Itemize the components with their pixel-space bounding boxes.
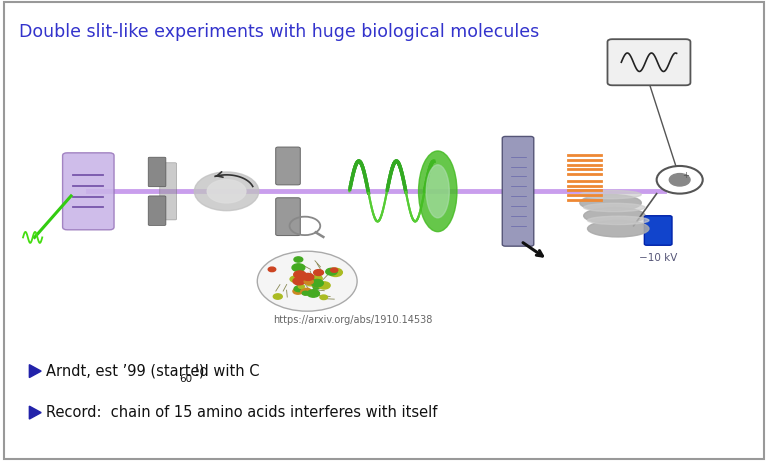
Circle shape [194, 172, 259, 211]
Circle shape [304, 279, 313, 284]
Circle shape [329, 268, 343, 277]
Polygon shape [29, 365, 41, 378]
FancyBboxPatch shape [160, 163, 177, 220]
Text: Record:  chain of 15 amino acids interferes with itself: Record: chain of 15 amino acids interfer… [46, 405, 438, 420]
Text: +: + [683, 171, 689, 180]
Circle shape [293, 271, 306, 278]
Circle shape [290, 276, 300, 282]
Circle shape [294, 257, 303, 262]
FancyBboxPatch shape [276, 198, 300, 236]
Circle shape [305, 277, 314, 282]
Ellipse shape [588, 220, 649, 237]
Circle shape [293, 288, 303, 294]
FancyBboxPatch shape [502, 136, 534, 246]
FancyBboxPatch shape [62, 153, 114, 230]
Circle shape [657, 166, 703, 194]
Polygon shape [29, 406, 41, 419]
FancyBboxPatch shape [148, 196, 166, 225]
Circle shape [298, 285, 304, 289]
FancyBboxPatch shape [644, 216, 672, 245]
Circle shape [312, 275, 323, 281]
Circle shape [311, 279, 323, 287]
Circle shape [302, 273, 314, 280]
Circle shape [310, 279, 323, 287]
Ellipse shape [426, 165, 449, 218]
Text: Arndt, est ’99 (started with C: Arndt, est ’99 (started with C [46, 364, 260, 378]
Text: !): !) [194, 364, 205, 378]
Circle shape [307, 282, 313, 286]
Circle shape [330, 268, 338, 272]
Circle shape [326, 268, 337, 275]
Text: Double slit-like experiments with huge biological molecules: Double slit-like experiments with huge b… [19, 23, 539, 41]
Ellipse shape [584, 207, 645, 224]
Circle shape [669, 174, 690, 186]
Circle shape [273, 294, 283, 299]
Circle shape [320, 295, 327, 300]
Circle shape [293, 278, 305, 285]
Circle shape [307, 290, 319, 297]
Text: 60: 60 [180, 374, 193, 384]
Circle shape [268, 267, 276, 272]
Text: https://arxiv.org/abs/1910.14538: https://arxiv.org/abs/1910.14538 [273, 315, 433, 325]
Ellipse shape [584, 203, 645, 212]
Circle shape [312, 281, 323, 287]
Ellipse shape [580, 195, 641, 211]
Circle shape [313, 285, 319, 289]
Ellipse shape [419, 151, 457, 232]
Circle shape [294, 286, 303, 292]
Circle shape [303, 291, 309, 295]
FancyBboxPatch shape [607, 39, 690, 85]
Circle shape [207, 180, 246, 203]
Circle shape [313, 270, 323, 276]
Ellipse shape [588, 216, 649, 225]
Circle shape [318, 282, 330, 289]
Circle shape [257, 251, 357, 311]
FancyBboxPatch shape [148, 157, 166, 187]
FancyBboxPatch shape [276, 147, 300, 185]
Circle shape [301, 288, 312, 295]
Circle shape [292, 264, 305, 272]
Ellipse shape [580, 190, 641, 199]
Text: −10 kV: −10 kV [639, 253, 677, 263]
